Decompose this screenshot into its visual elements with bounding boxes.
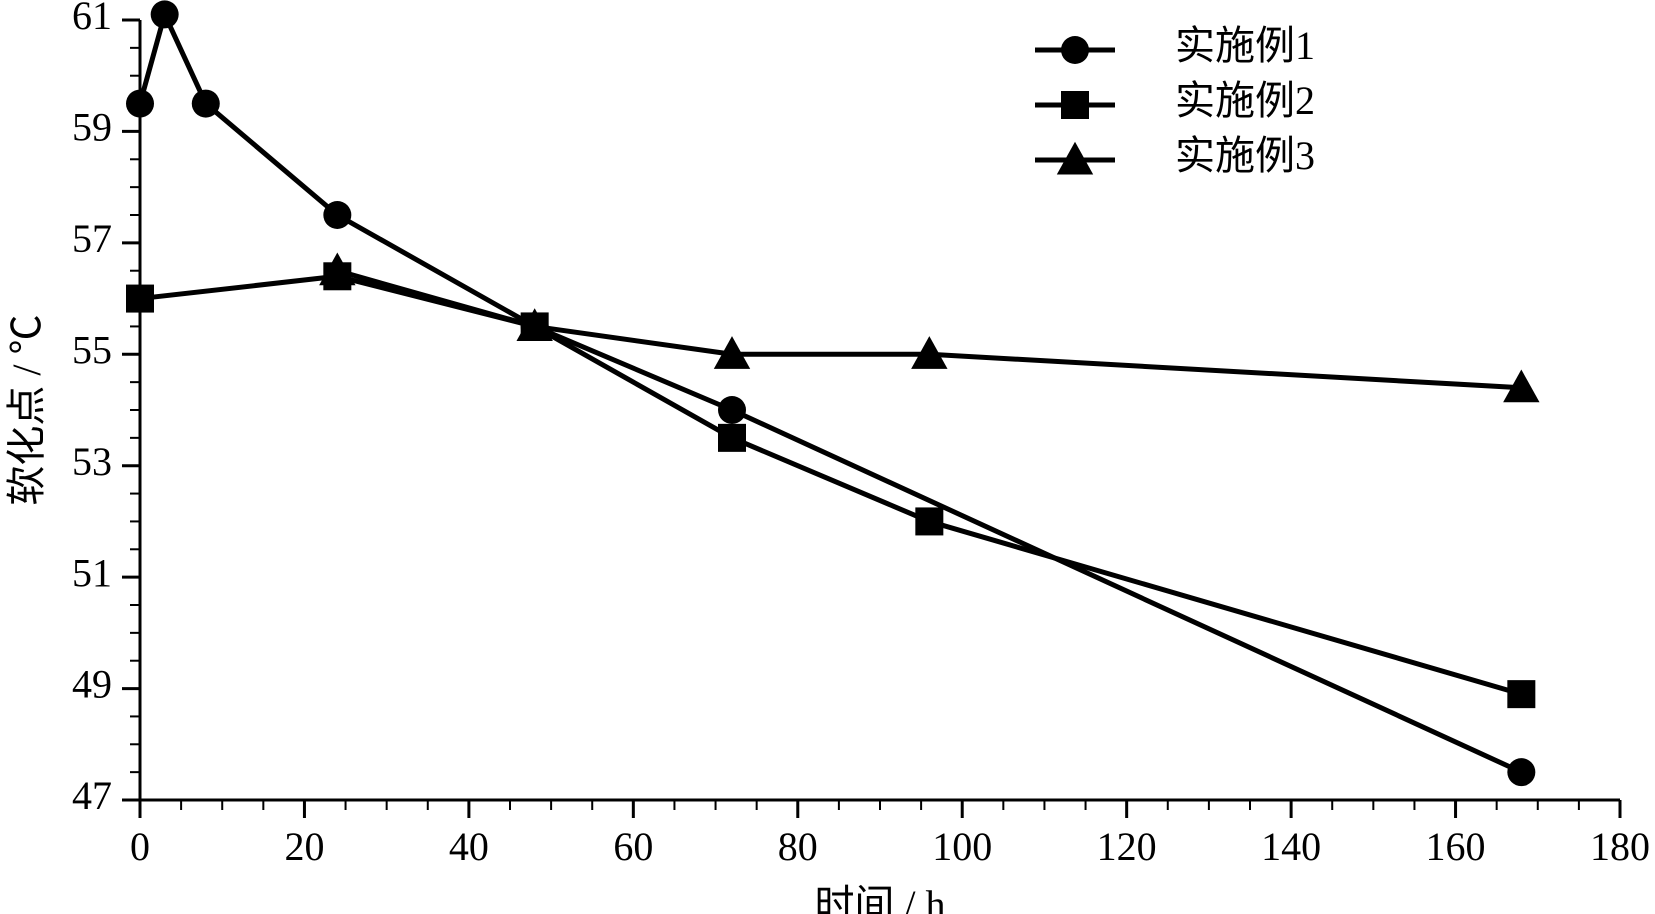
legend-label: 实施例2 — [1175, 78, 1315, 123]
legend-label: 实施例3 — [1175, 133, 1315, 178]
y-tick-label: 53 — [72, 439, 112, 484]
y-tick-label: 59 — [72, 105, 112, 150]
y-tick-label: 61 — [72, 0, 112, 38]
y-axis-label: 软化点 / ℃ — [4, 314, 49, 505]
x-tick-label: 40 — [449, 824, 489, 869]
x-tick-label: 60 — [613, 824, 653, 869]
y-tick-label: 57 — [72, 216, 112, 261]
x-tick-label: 20 — [284, 824, 324, 869]
chart-container: 47 49 51 53 55 57 59 61 0 20 40 60 80 100 120 140 160 180… — [0, 0, 1655, 914]
x-tick-label: 120 — [1097, 824, 1157, 869]
x-tick-label: 140 — [1261, 824, 1321, 869]
x-tick-label: 160 — [1426, 824, 1486, 869]
x-tick-label: 80 — [778, 824, 818, 869]
x-tick-label: 100 — [932, 824, 992, 869]
x-tick-label: 0 — [130, 824, 150, 869]
y-tick-label: 49 — [72, 662, 112, 707]
y-tick-label: 55 — [72, 327, 112, 372]
y-tick-label: 47 — [72, 773, 112, 818]
line-chart: 47 49 51 53 55 57 59 61 0 20 40 60 80 100 120 140 160 180… — [0, 0, 1655, 914]
y-tick-label: 51 — [72, 550, 112, 595]
x-axis-label: 时间 / h — [814, 882, 945, 914]
legend-label: 实施例1 — [1175, 23, 1315, 68]
legend: 实施例1 实施例2 实施例3 — [1035, 23, 1315, 178]
x-tick-label: 180 — [1590, 824, 1650, 869]
